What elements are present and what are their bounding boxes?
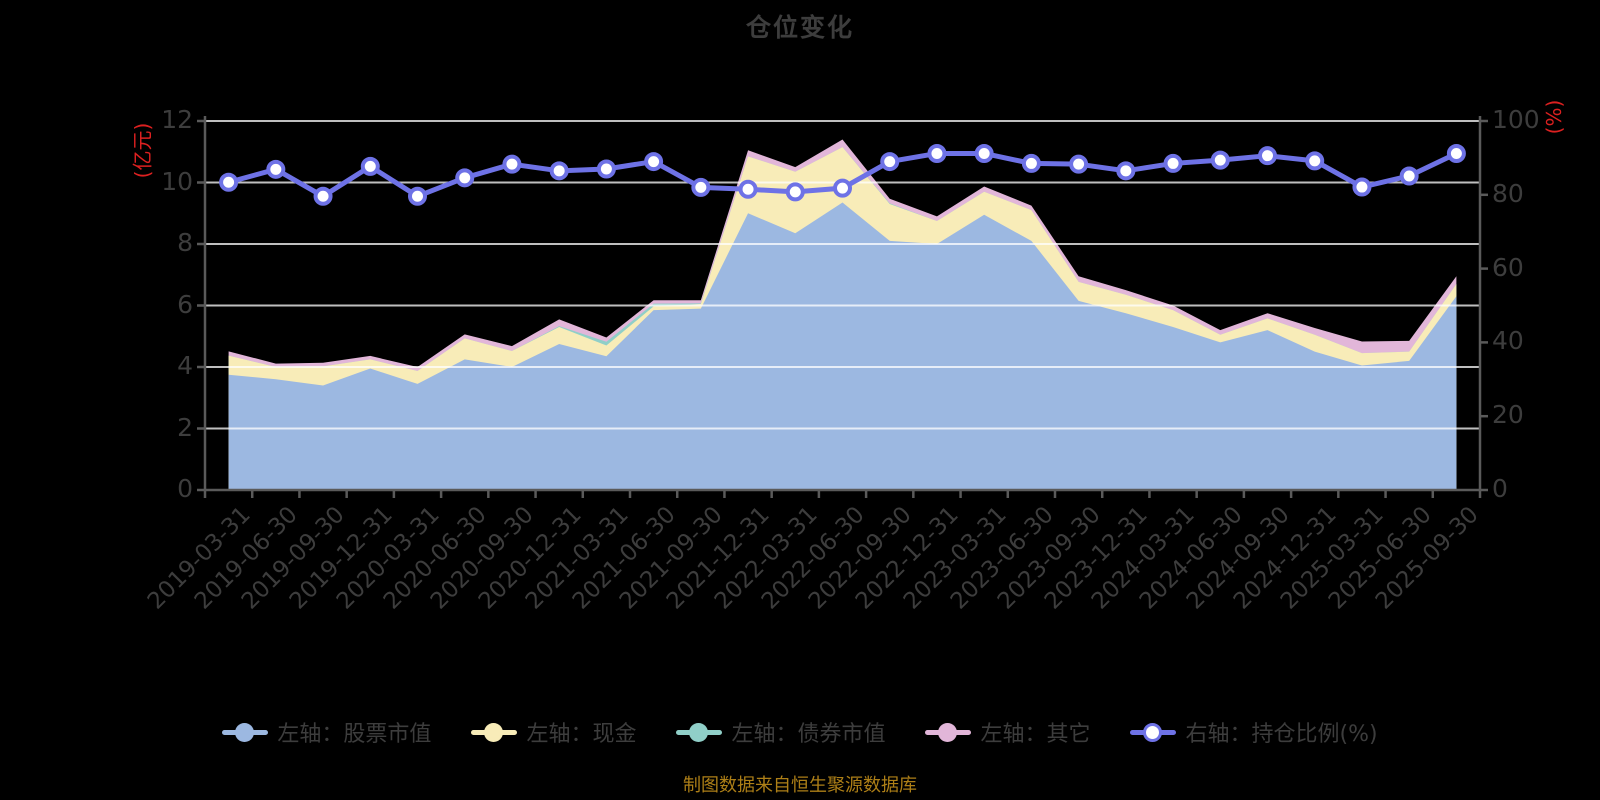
legend-dot bbox=[689, 722, 709, 742]
legend-dot bbox=[484, 722, 504, 742]
data-point-marker bbox=[219, 172, 239, 192]
legend-item-3[interactable]: 左轴：债券市值 bbox=[676, 716, 885, 748]
legend-marker-icon bbox=[471, 722, 518, 743]
legend-label: 左轴：现金 bbox=[526, 722, 637, 747]
data-point-marker bbox=[833, 178, 852, 198]
data-point-marker bbox=[738, 179, 758, 199]
legend: 左轴：股票市值 左轴：现金 左轴：债券市值 左轴：其它 右轴：持仓比例(%) bbox=[0, 716, 1600, 748]
data-point-marker bbox=[596, 159, 616, 179]
data-point-marker bbox=[266, 159, 286, 179]
legend-dot bbox=[938, 722, 958, 742]
legend-item-2[interactable]: 左轴：现金 bbox=[471, 716, 636, 748]
data-point-marker bbox=[549, 161, 569, 181]
legend-marker-icon bbox=[222, 722, 269, 743]
data-point-marker bbox=[1069, 154, 1089, 174]
data-point-marker bbox=[1163, 153, 1183, 173]
data-point-marker bbox=[1210, 150, 1230, 170]
data-point-marker bbox=[1305, 151, 1325, 171]
legend-dot bbox=[235, 722, 255, 742]
legend-item-4[interactable]: 左轴：其它 bbox=[925, 716, 1090, 748]
data-point-marker bbox=[880, 152, 900, 172]
legend-dot bbox=[1143, 722, 1163, 742]
data-point-marker bbox=[408, 186, 427, 206]
data-point-marker bbox=[691, 177, 711, 197]
data-point-marker bbox=[1446, 143, 1466, 163]
data-point-marker bbox=[455, 168, 475, 188]
legend-item-5[interactable]: 右轴：持仓比例(%) bbox=[1130, 716, 1378, 748]
legend-marker-icon bbox=[925, 722, 972, 743]
data-point-marker bbox=[313, 186, 333, 206]
data-point-marker bbox=[974, 143, 994, 163]
data-point-marker bbox=[1021, 153, 1041, 173]
data-point-marker bbox=[927, 143, 947, 163]
legend-marker-icon bbox=[1130, 722, 1177, 743]
legend-marker-icon bbox=[676, 722, 723, 743]
data-point-marker bbox=[1258, 146, 1277, 166]
data-point-marker bbox=[1399, 166, 1419, 186]
data-point-marker bbox=[502, 154, 522, 174]
legend-label: 右轴：持仓比例(%) bbox=[1185, 722, 1378, 747]
data-point-marker bbox=[785, 182, 805, 202]
data-point-marker bbox=[644, 152, 664, 172]
data-point-marker bbox=[1116, 161, 1136, 181]
source-note: 制图数据来自恒生聚源数据库 bbox=[683, 775, 917, 796]
chart-title: 仓位变化 bbox=[745, 13, 854, 42]
data-point-marker bbox=[1352, 177, 1372, 197]
data-point-marker bbox=[360, 156, 380, 176]
legend-label: 左轴：其它 bbox=[980, 722, 1091, 747]
legend-label: 左轴：债券市值 bbox=[731, 722, 886, 747]
legend-item-1[interactable]: 左轴：股票市值 bbox=[222, 716, 431, 748]
legend-label: 左轴：股票市值 bbox=[277, 722, 432, 747]
area-series-1 bbox=[228, 202, 1457, 491]
